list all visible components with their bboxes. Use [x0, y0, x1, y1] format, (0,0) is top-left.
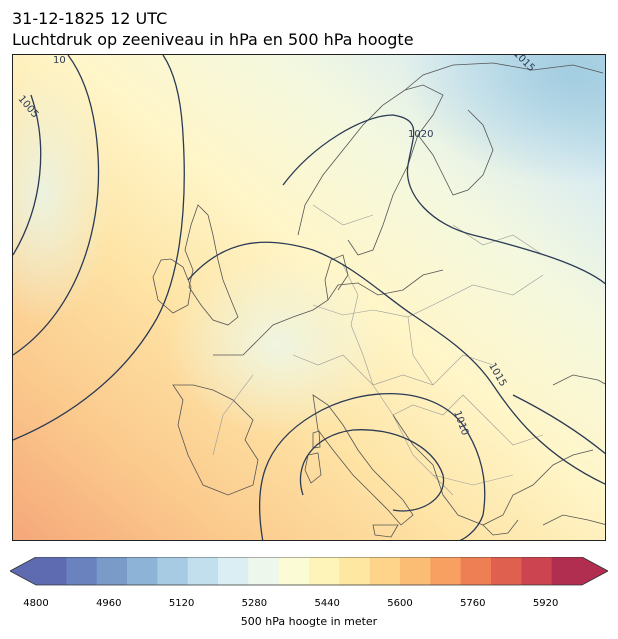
- colorbar-cell: [157, 557, 189, 585]
- colorbar-cell: [400, 557, 431, 585]
- isobar-1010-south: [258, 393, 486, 540]
- isobar-1015-central: [187, 241, 605, 485]
- colorbar-cell: [309, 557, 340, 585]
- colorbar-max-arrow: [582, 557, 608, 585]
- height-field-west: [13, 65, 113, 325]
- colorbar-cell: [187, 557, 219, 585]
- colorbar-outline: [10, 557, 608, 586]
- colorbar-cell: [521, 557, 553, 585]
- isobar-1010-southeast: [299, 429, 445, 512]
- colorbar-tick-label: 4960: [96, 598, 122, 609]
- colorbar-cell: [339, 557, 371, 585]
- weather-map: 1005 1020 1015 1015 1010 10: [12, 54, 606, 541]
- height-field-northeast: [403, 55, 605, 185]
- colorbar-tick-label: 5760: [460, 598, 486, 609]
- colorbar-tick-label: 5920: [532, 598, 559, 609]
- colorbar-cell: [491, 557, 522, 585]
- colorbar-cell: [278, 557, 310, 585]
- colorbar-tick-label: 5600: [387, 598, 413, 609]
- isobar-1015-west: [13, 55, 185, 441]
- isobar-label-partial: 10: [53, 55, 66, 66]
- colorbar-cell: [369, 557, 401, 585]
- colorbar: [10, 557, 608, 586]
- colorbar-cell: [551, 557, 583, 585]
- coastlines: [152, 62, 605, 538]
- weather-map-canvas: 1005 1020 1015 1015 1010 10: [13, 55, 605, 540]
- isobar-1010-west: [13, 55, 100, 356]
- colorbar-tick-label: 5280: [241, 598, 268, 609]
- colorbar-tick-label: 4800: [23, 598, 49, 609]
- map-date-title: 31-12-1825 12 UTC: [12, 9, 168, 28]
- colorbar-cell: [96, 557, 128, 585]
- colorbar-min-arrow: [10, 557, 36, 585]
- colorbar-tick-label: 5120: [168, 598, 195, 609]
- colorbar-cell: [248, 557, 280, 585]
- isobar-1015-southeast: [512, 394, 605, 455]
- height-field-trough: [168, 255, 388, 435]
- map-subtitle: Luchtdruk op zeeniveau in hPa en 500 hPa…: [12, 30, 414, 49]
- isobars: [13, 55, 605, 540]
- isobar-1005: [13, 94, 42, 256]
- colorbar-cell: [36, 557, 67, 585]
- isobar-1020: [282, 114, 605, 285]
- colorbar-cells: [36, 557, 583, 585]
- colorbar-cell: [430, 557, 462, 585]
- colorbar-cell: [66, 557, 98, 585]
- isobar-label-1020: 1020: [408, 129, 433, 140]
- colorbar-label: 500 hPa hoogte in meter: [240, 615, 378, 628]
- colorbar-tick-label: 5440: [314, 598, 340, 609]
- colorbar-cell: [460, 557, 492, 585]
- colorbar-cell: [127, 557, 158, 585]
- country-borders: [212, 204, 544, 496]
- colorbar-cell: [218, 557, 249, 585]
